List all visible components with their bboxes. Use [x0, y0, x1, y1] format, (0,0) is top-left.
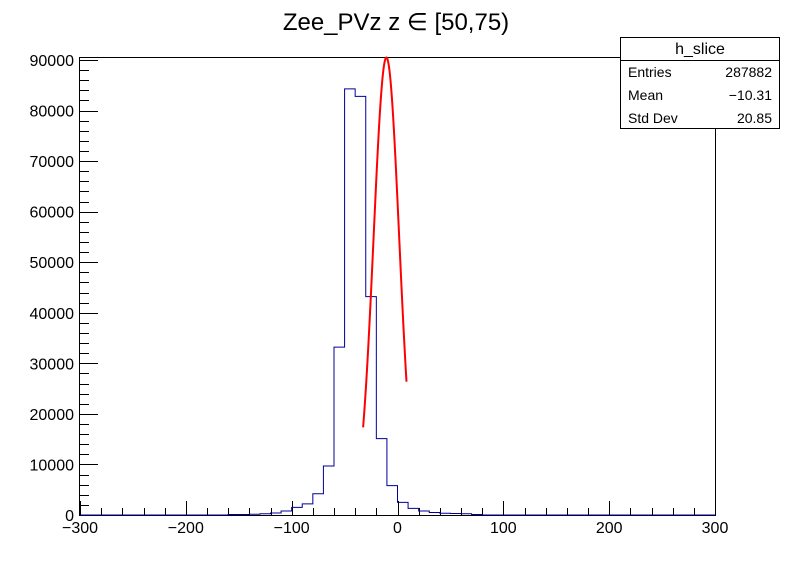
stats-stddev-value: 20.85: [737, 110, 772, 126]
chart-title: Zee_PVz z ∈ [50,75): [283, 9, 509, 36]
y-tick-label: 30000: [30, 356, 75, 373]
histogram-bin: [281, 511, 292, 515]
y-tick-label: 20000: [30, 407, 75, 424]
histogram-bin: [387, 486, 398, 515]
histogram-bin: [334, 347, 345, 515]
histogram-bin: [408, 508, 419, 515]
histogram-bin: [323, 466, 334, 515]
stats-entries-value: 287882: [725, 64, 772, 80]
y-tick-label: 90000: [30, 53, 75, 70]
histogram-bin: [355, 96, 366, 515]
stats-box-frame: [620, 37, 780, 129]
y-tick-label: 0: [65, 508, 74, 525]
x-tick-label: −300: [62, 520, 98, 537]
histogram-bin: [313, 494, 324, 515]
y-tick-label: 10000: [30, 457, 75, 474]
stats-mean-label: Mean: [628, 87, 663, 103]
y-tick-label: 40000: [30, 306, 75, 323]
histogram-bin: [292, 507, 303, 515]
gaussian-fit-curve: [362, 56, 408, 428]
x-tick-label: 300: [702, 520, 729, 537]
histogram-bin: [376, 439, 387, 515]
stats-box: h_slice Entries 287882 Mean −10.31 Std D…: [620, 37, 780, 129]
histogram-bins: [228, 89, 482, 515]
y-tick-label: 60000: [30, 205, 75, 222]
stats-entries-label: Entries: [628, 64, 672, 80]
x-tick-label: 200: [596, 520, 623, 537]
y-tick-label: 50000: [30, 255, 75, 272]
plot-frame: [79, 57, 716, 516]
x-tick-label: 0: [393, 520, 402, 537]
histogram-bin: [366, 297, 377, 515]
y-axis: 0 10000 20000 30000 40000 50000 60000 70000 8000…: [30, 53, 98, 525]
x-axis: −300 −200 −100 0 100 200 300: [62, 501, 728, 537]
stats-box-title: h_slice: [675, 41, 725, 58]
histogram-outline: [80, 88, 715, 516]
x-tick-label: 100: [490, 520, 517, 537]
y-tick-label: 70000: [30, 154, 75, 171]
stats-stddev-label: Std Dev: [628, 110, 678, 126]
x-tick-label: −100: [274, 520, 310, 537]
x-tick-label: −200: [168, 520, 204, 537]
histogram-bin: [419, 511, 430, 515]
stats-mean-value: −10.31: [729, 87, 772, 103]
histogram-bin: [398, 502, 409, 515]
histogram-bin: [302, 504, 313, 515]
histogram-bin: [345, 89, 356, 515]
y-tick-label: 80000: [30, 104, 75, 121]
